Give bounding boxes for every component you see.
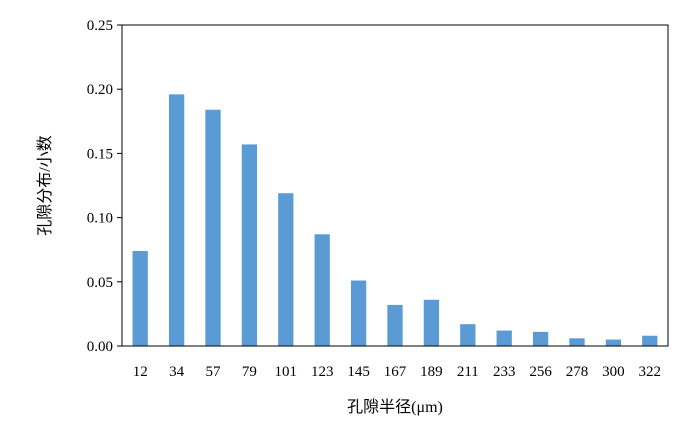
x-tick-label: 12: [133, 364, 148, 380]
bar-34: [168, 94, 185, 346]
bar-series: [132, 94, 658, 346]
x-tick-label: 167: [384, 364, 407, 380]
x-tick-label: 189: [420, 364, 443, 380]
bar-79: [241, 144, 258, 346]
y-axis-ticks: 0.00 0.05 0.10 0.15 0.20 0.25: [87, 18, 122, 355]
y-tick-label: 0.00: [87, 339, 113, 355]
bar-57: [205, 109, 221, 346]
bar-233: [496, 330, 512, 346]
x-tick-label: 211: [457, 364, 479, 380]
bar-101: [278, 193, 294, 346]
y-tick-label: 0.20: [87, 82, 113, 98]
x-tick-label: 300: [602, 364, 625, 380]
x-tick-label: 101: [275, 364, 298, 380]
x-tick-label: 322: [639, 364, 662, 380]
bar-278: [569, 338, 585, 346]
y-tick-label: 0.10: [87, 211, 113, 227]
bar-256: [532, 331, 549, 346]
x-tick-label: 123: [311, 364, 334, 380]
y-axis-title: 孔隙分布/小数: [36, 135, 54, 235]
y-tick-label: 0.15: [87, 146, 113, 162]
x-tick-label: 233: [493, 364, 516, 380]
x-tick-label: 57: [206, 364, 222, 380]
bar-189: [423, 299, 440, 346]
bar-167: [387, 304, 403, 346]
x-tick-label: 34: [169, 364, 185, 380]
plot-frame: [121, 24, 669, 347]
x-axis-ticks: 12 34 57 79 101 123 145 167 189 211 233 256 278 300 32…: [133, 364, 661, 380]
bar-123: [314, 234, 330, 346]
bar-12: [132, 250, 148, 346]
x-axis-title: 孔隙半径(μm): [347, 398, 443, 416]
x-tick-label: 79: [242, 364, 257, 380]
bar-300: [605, 339, 622, 346]
y-tick-label: 0.05: [87, 275, 113, 291]
bar-322: [642, 335, 658, 346]
bar-211: [460, 324, 476, 346]
x-tick-label: 256: [529, 364, 552, 380]
x-tick-label: 145: [347, 364, 370, 380]
y-tick-label: 0.25: [87, 18, 113, 34]
x-tick-label: 278: [566, 364, 589, 380]
bar-145: [350, 280, 367, 346]
